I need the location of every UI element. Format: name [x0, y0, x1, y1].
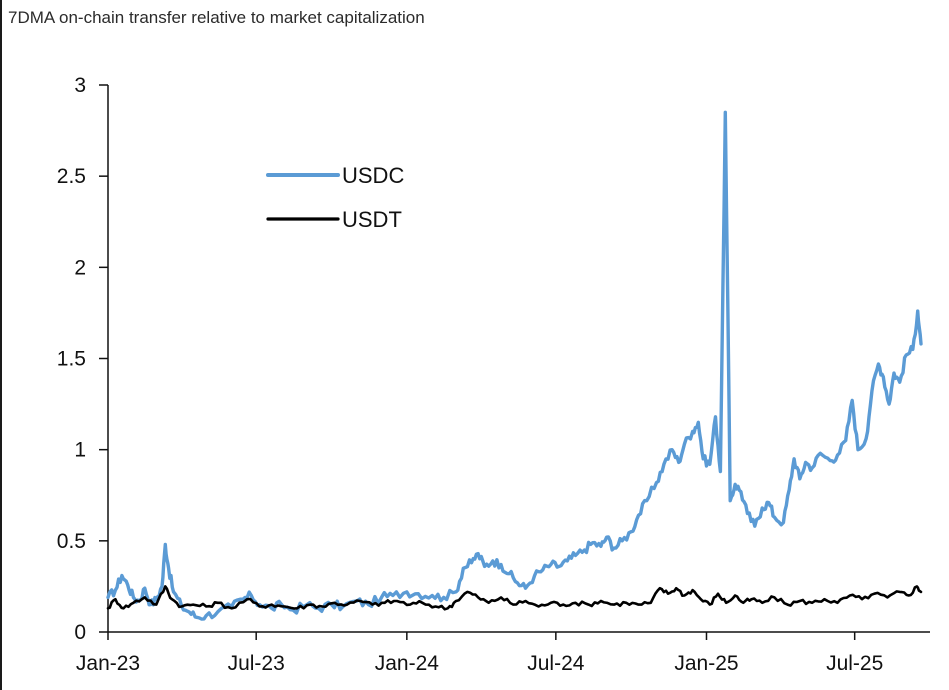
x-tick-label: Jul-24 — [527, 652, 585, 675]
y-tick-label: 3 — [74, 74, 86, 97]
x-tick-label: Jan-24 — [375, 652, 440, 675]
y-axis: 0 0.5 1 1.5 2 2.5 3 — [57, 74, 109, 644]
legend-label-usdt: USDT — [342, 207, 402, 232]
chart-title: 7DMA on-chain transfer relative to marke… — [8, 8, 425, 27]
y-tick-label: 1 — [74, 439, 86, 462]
y-tick-label: 1.5 — [57, 348, 86, 371]
legend: USDC USDT — [266, 163, 404, 232]
series-line-usdt — [106, 585, 923, 611]
y-tick-label: 0 — [74, 621, 86, 644]
left-border-rule — [0, 0, 2, 690]
y-tick-label: 2 — [74, 256, 86, 279]
legend-label-usdc: USDC — [342, 163, 404, 188]
y-tick-label: 0.5 — [57, 530, 86, 553]
y-tick-label: 2.5 — [57, 165, 86, 188]
x-tick-label: Jul-23 — [228, 652, 285, 675]
series-layer — [106, 110, 923, 621]
series-line-usdc — [106, 110, 923, 621]
x-tick-label: Jan-23 — [76, 652, 140, 675]
x-axis: Jan-23 Jul-23 Jan-24 Jul-24 Jan-25 Jul-25 — [76, 631, 930, 675]
x-tick-label: Jan-25 — [674, 652, 738, 675]
x-tick-label: Jul-25 — [826, 652, 883, 675]
